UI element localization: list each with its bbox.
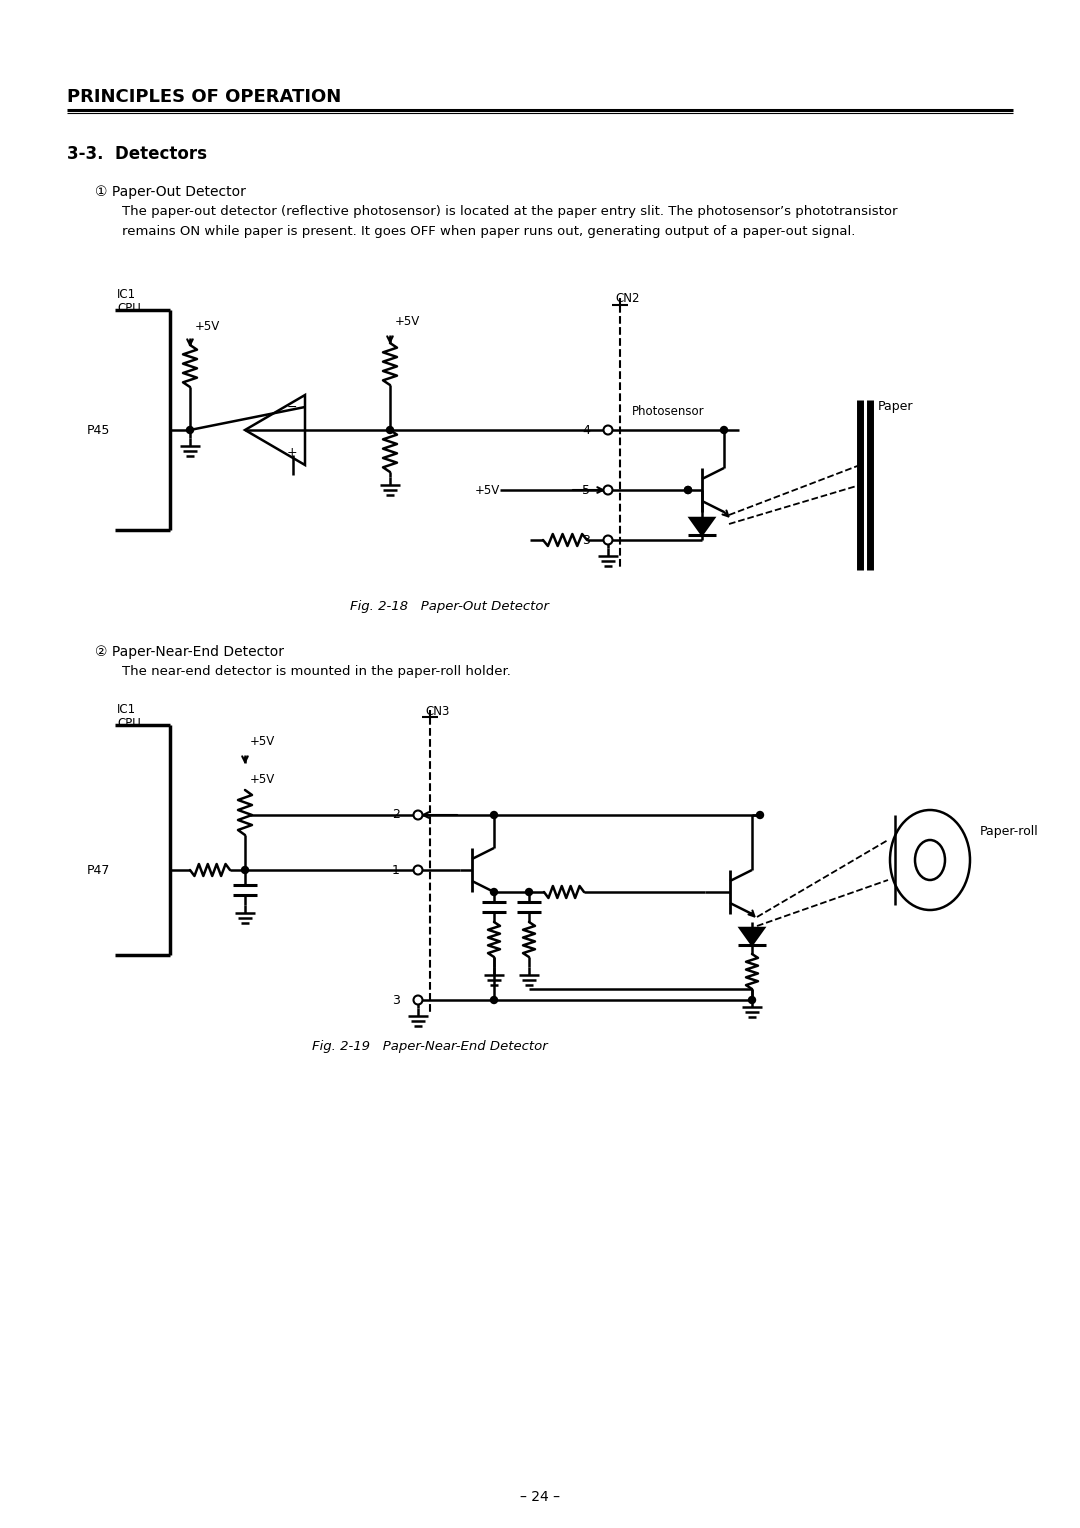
Circle shape [490,996,498,1004]
Text: P47: P47 [86,863,110,877]
Circle shape [526,888,532,895]
Text: IC1: IC1 [117,287,136,301]
Text: ① Paper-Out Detector: ① Paper-Out Detector [95,185,246,199]
Text: −: − [287,400,297,414]
Circle shape [414,865,422,874]
Circle shape [756,811,764,819]
Text: 1: 1 [392,863,400,877]
Polygon shape [740,927,764,944]
Text: P45: P45 [86,423,110,437]
Text: ② Paper-Near-End Detector: ② Paper-Near-End Detector [95,645,284,659]
Text: Fig. 2-19   Paper-Near-End Detector: Fig. 2-19 Paper-Near-End Detector [312,1041,548,1053]
Text: +5V: +5V [249,773,275,785]
Text: IC1: IC1 [117,703,136,717]
Circle shape [604,425,612,434]
Text: Paper: Paper [878,400,914,413]
Text: +5V: +5V [395,315,420,329]
Text: 3-3.  Detectors: 3-3. Detectors [67,145,207,163]
Text: CN2: CN2 [615,292,639,306]
Circle shape [604,535,612,544]
Circle shape [187,426,193,434]
Circle shape [685,486,691,494]
Circle shape [414,810,422,819]
Text: Paper-roll: Paper-roll [980,825,1039,837]
Text: +5V: +5V [475,483,500,497]
Polygon shape [690,518,714,535]
Text: +5V: +5V [195,319,220,333]
Text: CPU: CPU [117,717,140,730]
Circle shape [604,486,612,495]
Text: 4: 4 [582,423,590,437]
Text: 5: 5 [582,483,590,497]
Circle shape [414,996,422,1004]
Circle shape [748,996,756,1004]
Text: The near-end detector is mounted in the paper-roll holder.: The near-end detector is mounted in the … [122,665,511,678]
Text: CPU: CPU [117,303,140,315]
Text: Photosensor: Photosensor [632,405,704,419]
Text: – 24 –: – 24 – [519,1490,561,1504]
Text: 3: 3 [392,993,400,1007]
Text: The paper-out detector (reflective photosensor) is located at the paper entry sl: The paper-out detector (reflective photo… [122,205,897,238]
Circle shape [685,486,691,494]
Circle shape [242,866,248,874]
Text: Fig. 2-18   Paper-Out Detector: Fig. 2-18 Paper-Out Detector [351,601,550,613]
Text: +: + [287,446,298,460]
Circle shape [490,811,498,819]
Text: PRINCIPLES OF OPERATION: PRINCIPLES OF OPERATION [67,89,341,105]
Text: CN3: CN3 [426,704,449,718]
Circle shape [387,426,393,434]
Circle shape [490,888,498,895]
Text: +5V: +5V [249,735,275,749]
Circle shape [720,426,728,434]
Text: 3: 3 [582,533,590,547]
Text: 2: 2 [392,808,400,822]
